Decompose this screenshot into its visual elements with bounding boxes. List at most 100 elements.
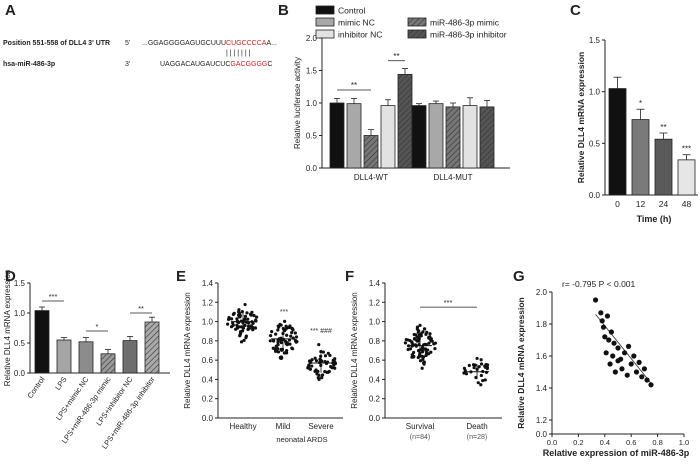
data-point [229, 317, 234, 321]
data-point [428, 332, 432, 336]
data-point [247, 327, 251, 331]
sig-stars: *** [682, 145, 691, 154]
y-axis-label: Relative DLL4 mRNA expression [516, 297, 526, 428]
data-point [332, 363, 336, 367]
y-tick-label: 2.0 [536, 288, 548, 297]
sig-stars: *** [444, 298, 453, 307]
chart-f-outcome: 0.0 0.2 0.4 0.6 0.8 1.0 1.2 1.4 Relative DLL4 mR… [350, 279, 502, 441]
data-point [429, 339, 433, 343]
data-point [235, 323, 239, 327]
data-point [330, 366, 334, 370]
legend-label: miR-486-3p inhibitor [430, 30, 507, 40]
data-point [319, 350, 323, 354]
data-point [611, 340, 617, 346]
y-tick-label: 0.0 [369, 414, 381, 423]
data-point [241, 326, 246, 330]
x-tick-label: 0 [615, 199, 620, 209]
x-tick-label: Control [25, 375, 46, 400]
data-point [242, 338, 246, 342]
data-point [279, 341, 283, 345]
data-point [639, 374, 645, 380]
bar [363, 135, 379, 169]
data-point [227, 316, 231, 320]
data-point [253, 318, 258, 322]
data-point [270, 329, 274, 334]
data-point [247, 321, 251, 325]
group-label: DLL4-MUT [433, 173, 472, 182]
data-point [406, 338, 410, 342]
panel-letter-d: D [5, 268, 16, 285]
data-point [285, 349, 289, 353]
bar [56, 339, 72, 374]
bar [677, 159, 696, 196]
data-point [231, 323, 235, 327]
data-point [274, 349, 279, 353]
bar [34, 310, 50, 374]
data-point [412, 354, 416, 358]
data-point [467, 363, 471, 368]
legend-swatch [315, 17, 335, 27]
data-point [237, 308, 241, 312]
panel-letter-b: B [278, 2, 289, 19]
data-point [648, 382, 654, 388]
data-point [477, 365, 481, 369]
y-tick-label: 1.2 [369, 298, 381, 307]
bar [654, 138, 673, 196]
y-tick-label: 0.0 [202, 414, 214, 423]
data-point [277, 325, 281, 329]
sig-stars: ** [351, 81, 357, 90]
bar [445, 106, 461, 169]
data-point [420, 354, 424, 358]
data-point [414, 333, 418, 337]
data-point [290, 330, 294, 335]
y-tick-label: 0.5 [14, 339, 26, 348]
data-point [485, 363, 490, 367]
x-tick-label: LPS [53, 375, 69, 392]
y-tick-label: 1.4 [369, 279, 381, 288]
x-tick-label: 0.2 [573, 438, 583, 447]
y-tick-label: 0.8 [202, 337, 214, 346]
data-point [420, 345, 425, 350]
data-point [276, 328, 280, 332]
sig-stars: *** ### [310, 328, 332, 335]
data-point [291, 347, 295, 351]
y-tick-label: 0.5 [306, 132, 318, 141]
sig-stars: ** [138, 304, 144, 313]
chart-e-ards-severity: 0.0 0.2 0.4 0.6 0.8 1.0 1.2 1.4 Relative DLL4 mR… [183, 279, 343, 444]
y-tick-label: 0.0 [14, 369, 26, 378]
x-tick-label: 0.8 [652, 438, 662, 447]
data-point [285, 333, 289, 337]
data-point [475, 356, 479, 361]
data-point [283, 339, 288, 343]
x-tick-label: Death [466, 422, 487, 431]
data-point [406, 347, 410, 352]
data-point [432, 342, 436, 346]
data-point [415, 325, 420, 329]
data-point [321, 350, 325, 354]
data-point [239, 340, 244, 344]
y-tick-label: 1.6 [536, 352, 548, 361]
data-point [238, 334, 242, 338]
data-point [271, 346, 275, 350]
y-tick-label: 1.2 [202, 298, 214, 307]
data-point [479, 383, 483, 387]
data-point [615, 358, 621, 364]
data-point [411, 350, 416, 355]
panel-letter-g: G [513, 268, 525, 285]
y-axis-label: Relative DLL4 mRNA expression [576, 52, 586, 183]
y-tick-label: 0.8 [369, 337, 381, 346]
data-point [603, 350, 609, 356]
y-axis-label: Relative luciferase activity [293, 57, 302, 149]
data-point [294, 335, 299, 339]
data-point [226, 322, 230, 326]
data-point [243, 323, 247, 328]
data-point [323, 354, 328, 358]
x-axis-label: Relative expression of miR-486-3p [543, 448, 690, 458]
data-point [283, 319, 287, 323]
x-axis-label: Time (h) [637, 214, 672, 224]
data-point [644, 377, 650, 383]
sig-stars: * [96, 322, 99, 331]
data-point [314, 368, 318, 372]
data-point [310, 364, 314, 368]
data-point [481, 379, 485, 383]
